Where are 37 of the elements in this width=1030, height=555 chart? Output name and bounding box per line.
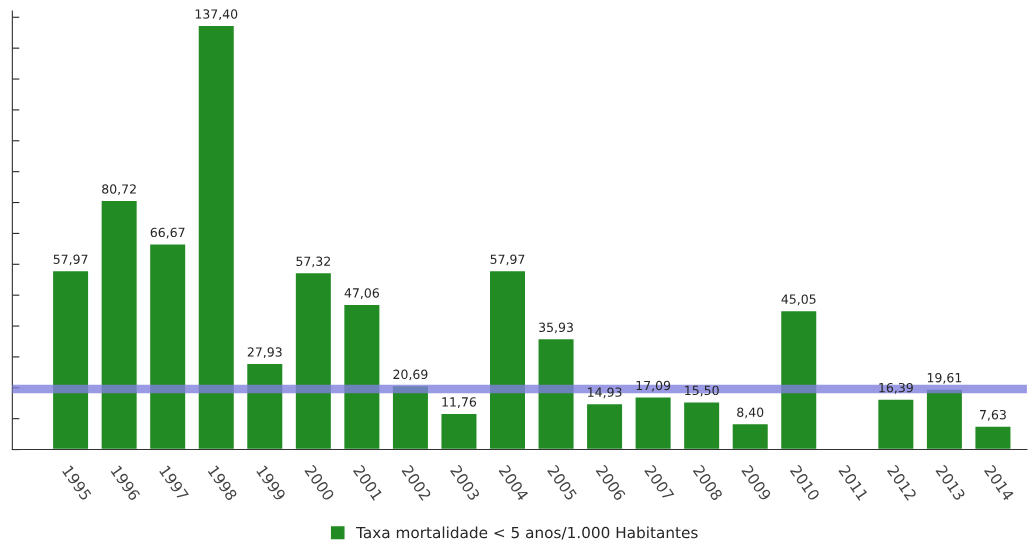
data-label: 57,32 xyxy=(296,256,330,268)
data-label: 16,39 xyxy=(879,382,913,394)
data-label: 17,09 xyxy=(636,380,671,392)
bar xyxy=(779,309,818,450)
legend-label: Taxa mortalidade < 5 anos/1.000 Habitantes xyxy=(356,526,698,540)
bar xyxy=(974,425,1012,450)
bar xyxy=(294,271,333,450)
bar xyxy=(876,398,915,450)
bar xyxy=(342,303,381,450)
data-label: 14,93 xyxy=(588,387,622,399)
data-label: 137,40 xyxy=(195,9,238,20)
data-label: 57,97 xyxy=(53,254,88,266)
bar xyxy=(148,242,187,450)
data-label: 20,69 xyxy=(393,369,428,381)
bar xyxy=(100,199,139,450)
data-label: 47,06 xyxy=(344,288,379,299)
bar xyxy=(51,269,90,450)
bar xyxy=(731,422,770,450)
bar xyxy=(537,337,575,450)
data-label: 35,93 xyxy=(539,322,573,334)
data-label: 15,50 xyxy=(685,385,719,397)
data-label: 19,61 xyxy=(927,372,962,384)
data-label: 45,05 xyxy=(781,294,816,306)
data-label: 57,97 xyxy=(490,254,525,266)
bar xyxy=(245,362,284,450)
data-label: 27,93 xyxy=(247,347,282,358)
bar xyxy=(197,24,236,450)
bar xyxy=(634,396,673,450)
data-label: 8,40 xyxy=(737,407,764,419)
data-label: 80,72 xyxy=(102,184,136,195)
data-label: 11,76 xyxy=(442,397,477,408)
bar xyxy=(585,402,624,450)
data-label: 7,63 xyxy=(980,409,1006,421)
bar xyxy=(682,400,721,450)
bar xyxy=(488,269,527,450)
bar xyxy=(440,412,478,450)
data-label: 66,67 xyxy=(150,227,185,239)
